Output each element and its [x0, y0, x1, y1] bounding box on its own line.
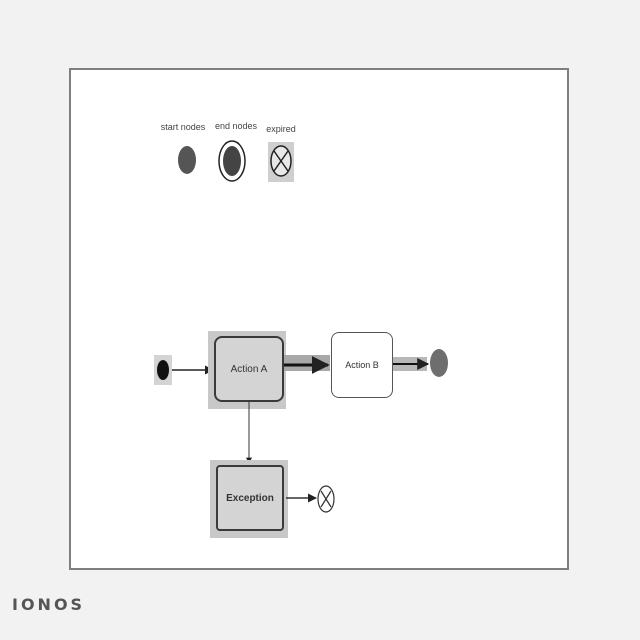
- exception-node: Exception: [216, 465, 284, 531]
- action-a-node: Action A: [214, 336, 284, 402]
- legend-start-node-icon: [178, 146, 196, 174]
- edge-a-to-b-band: [284, 355, 330, 371]
- legend-expired-cross-b: [273, 150, 289, 172]
- diagram-frame: [69, 68, 569, 570]
- legend-end-node-inner-icon: [223, 146, 241, 176]
- legend-expired-label: expired: [266, 124, 296, 134]
- action-b-node: Action B: [331, 332, 393, 398]
- expired-node-cross-b: [320, 490, 332, 508]
- end-node-icon: [430, 349, 448, 377]
- brand-logo: IONOS: [12, 595, 86, 614]
- action-a-label: Action A: [230, 363, 268, 375]
- start-node-icon: [157, 360, 169, 380]
- exception-label: Exception: [226, 492, 274, 504]
- legend-start-label: start nodes: [160, 122, 206, 132]
- action-b-label: Action B: [345, 360, 379, 370]
- legend-end-label: end nodes: [214, 121, 258, 131]
